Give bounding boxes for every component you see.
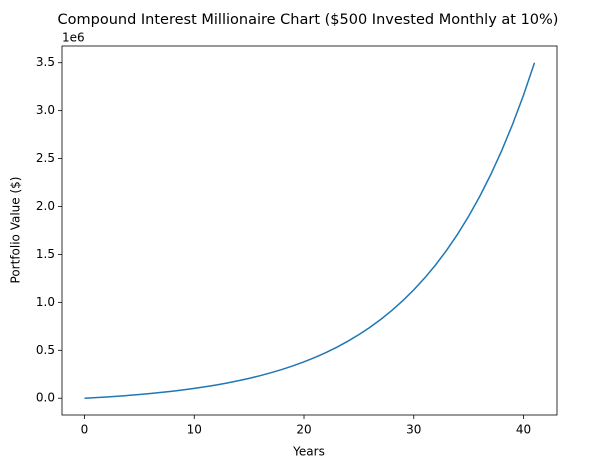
data-line (84, 62, 536, 399)
y-tick-label: 1.0 (36, 295, 55, 309)
x-tick-label: 40 (516, 423, 531, 437)
y-tick-label: 0.5 (36, 343, 55, 357)
y-offset-label: 1e6 (62, 31, 85, 45)
axes-frame (61, 45, 558, 416)
x-axis-label: Years (292, 445, 325, 459)
y-tick-label: 3.0 (36, 103, 55, 117)
x-tick-label: 10 (187, 423, 202, 437)
y-tick-label: 2.0 (36, 199, 55, 213)
y-axis-label: Portfolio Value ($) (9, 177, 23, 284)
x-tick-label: 30 (406, 423, 421, 437)
y-tick-label: 0.0 (36, 391, 55, 405)
y-tick-label: 2.5 (36, 151, 55, 165)
y-tick-label: 3.5 (36, 55, 55, 69)
y-tick-label: 1.5 (36, 247, 55, 261)
x-tick-label: 20 (296, 423, 311, 437)
x-tick-label: 0 (81, 423, 89, 437)
chart-title: Compound Interest Millionaire Chart ($50… (58, 12, 559, 28)
